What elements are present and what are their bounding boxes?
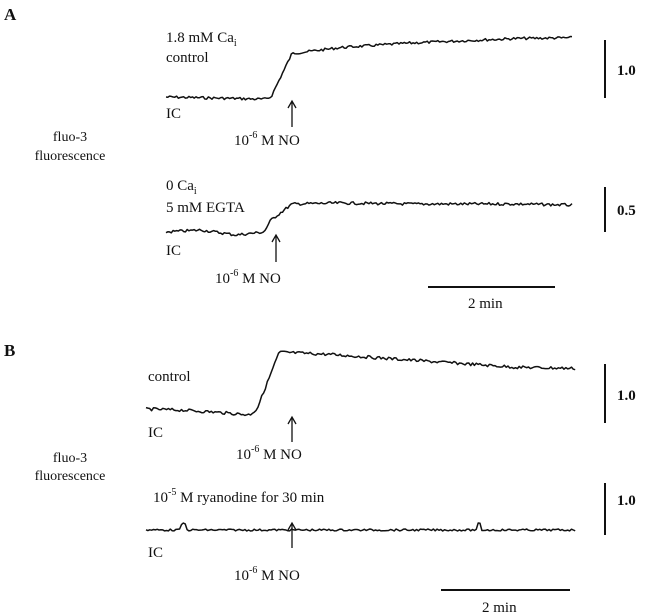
- y-label-b-line2: fluorescence: [35, 469, 106, 484]
- scale-bar-value: 1.0: [617, 388, 636, 404]
- scale-bar-value: 0.5: [617, 203, 636, 219]
- condition-label: 0 Cai: [166, 178, 197, 197]
- trace-b-ryanodine: [145, 522, 576, 532]
- scale-bar-value: 1.0: [617, 63, 636, 79]
- stimulus-label: 10-6 M NO: [234, 130, 300, 149]
- stimulus-label: 10-6 M NO: [215, 268, 281, 287]
- condition-label-2: control: [166, 50, 209, 66]
- stimulus-label: 10-6 M NO: [236, 444, 302, 463]
- scale-bar-value: 1.0: [617, 493, 636, 509]
- time-scale-label: 2 min: [468, 296, 503, 312]
- baseline-label-ic: IC: [148, 425, 163, 441]
- y-label-b-line1: fluo-3: [53, 451, 87, 466]
- condition-label: control: [148, 369, 191, 385]
- baseline-label-ic: IC: [166, 106, 181, 122]
- condition-label: 10-5 M ryanodine for 30 min: [153, 487, 325, 506]
- baseline-label-ic: IC: [166, 243, 181, 259]
- stimulus-arrowhead: [287, 415, 297, 425]
- y-label-a-line1: fluo-3: [53, 130, 87, 145]
- trace-a-egta: [165, 200, 573, 237]
- trace-a-control: [165, 35, 573, 101]
- condition-label-2: 5 mM EGTA: [166, 200, 245, 216]
- trace-b-control: [145, 350, 576, 417]
- time-scale-label: 2 min: [482, 600, 517, 616]
- y-label-a-line2: fluorescence: [35, 149, 106, 164]
- panel-label-b: B: [4, 341, 15, 360]
- panel-label-a: A: [4, 5, 17, 24]
- baseline-label-ic: IC: [148, 545, 163, 561]
- stimulus-arrowhead: [271, 233, 281, 243]
- stimulus-arrowhead: [287, 521, 297, 531]
- stimulus-arrowhead: [287, 99, 297, 109]
- condition-label: 1.8 mM Cai: [166, 30, 237, 49]
- stimulus-label: 10-6 M NO: [234, 565, 300, 584]
